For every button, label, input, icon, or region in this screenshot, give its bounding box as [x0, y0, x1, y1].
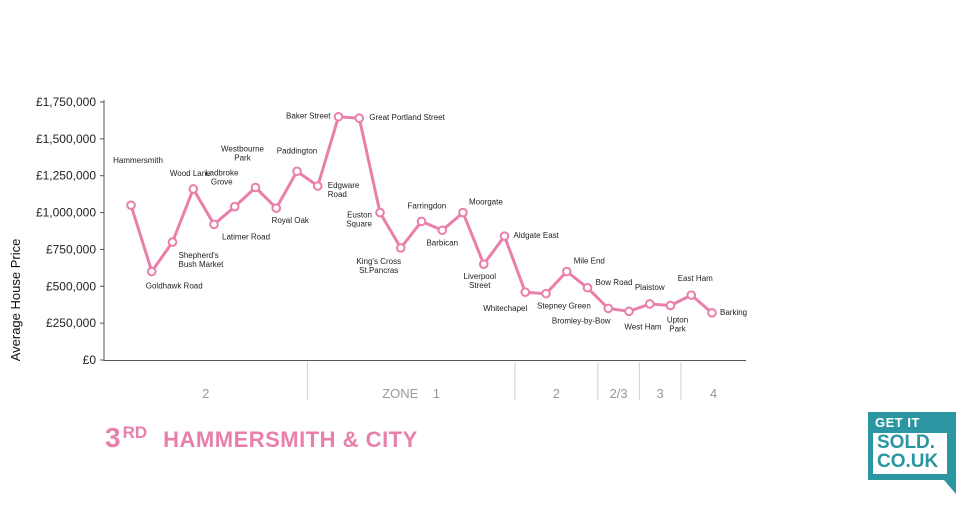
station-point — [312, 181, 323, 191]
zone-label: 2/3 — [610, 386, 628, 401]
y-tick-label: £750,000 — [46, 242, 96, 256]
chart-heading: 3RD HAMMERSMITH & CITY — [105, 422, 418, 454]
logo-line-2: CO.UK — [877, 451, 939, 472]
zone-label: 4 — [710, 386, 717, 401]
station-point — [416, 216, 427, 227]
chart-title: HAMMERSMITH & CITY — [163, 427, 418, 452]
station-label: Shepherd's Bush Market — [179, 251, 225, 269]
station-point — [209, 219, 219, 230]
station-point — [561, 266, 572, 277]
y-tick-label: £1,250,000 — [36, 169, 96, 183]
logo-line-1: SOLD. — [877, 432, 936, 453]
station-label: Bow Road — [596, 278, 633, 287]
station-point — [665, 300, 676, 311]
station-point — [292, 166, 302, 177]
station-point — [167, 237, 178, 247]
station-label: Edgware Road — [328, 181, 360, 199]
station-point — [520, 287, 531, 297]
station-point — [375, 207, 385, 218]
station-point — [188, 184, 199, 194]
station-point — [229, 201, 240, 212]
station-point — [478, 259, 489, 269]
station-point — [603, 303, 614, 314]
station-label: Aldgate East — [514, 231, 560, 240]
y-tick-label: £1,750,000 — [36, 95, 96, 109]
station-point — [333, 111, 344, 122]
station-label: Whitechapel — [483, 304, 527, 313]
rank-suffix: RD — [122, 423, 148, 442]
y-axis-ticks: £0 £250,000 £500,000 £750,000 £1,000,000 £1,2… — [36, 95, 104, 367]
station-label: Latimer Road — [222, 232, 270, 241]
y-tick-label: £1,500,000 — [36, 132, 96, 146]
station-point — [624, 306, 634, 317]
zone-label: 2 — [202, 386, 209, 401]
station-label: Royal Oak — [272, 216, 310, 225]
station-label: Upton Park — [667, 315, 688, 333]
y-tick-label: £500,000 — [46, 279, 96, 293]
station-label: West Ham — [624, 322, 662, 331]
station-point — [707, 308, 717, 318]
station-point — [541, 288, 551, 299]
station-point — [146, 266, 157, 277]
station-point — [437, 225, 448, 236]
zone-label: ZONE 1 — [382, 386, 440, 401]
station-label: Paddington — [277, 146, 317, 155]
station-point — [644, 299, 655, 309]
station-markers — [126, 111, 717, 318]
station-label: Euston Square — [346, 211, 372, 229]
station-label: Baker Street — [286, 112, 331, 121]
rank-number: 3 — [105, 422, 122, 453]
station-label: Wood Lane — [170, 169, 211, 178]
station-label: Plaistow — [635, 283, 665, 292]
getitsold-logo: GET IT SOLD. CO.UK — [868, 412, 956, 480]
station-label: Westbourne Park — [221, 145, 265, 163]
station-label: Bromley-by-Bow — [552, 316, 611, 325]
y-tick-label: £0 — [83, 353, 97, 367]
station-point — [395, 243, 406, 253]
station-label: Liverpool Street — [464, 272, 497, 290]
station-label: East Ham — [678, 274, 713, 283]
y-tick-label: £1,000,000 — [36, 206, 96, 220]
y-axis-label: Average House Price — [8, 239, 23, 362]
station-label: Hammersmith — [113, 156, 163, 165]
logo-tagline: GET IT — [875, 415, 920, 430]
station-point — [271, 203, 282, 213]
station-point — [499, 231, 510, 241]
station-label: Farringdon — [408, 201, 447, 210]
station-point — [582, 282, 593, 293]
station-point — [458, 207, 468, 218]
station-label: Moorgate — [469, 198, 503, 207]
station-label: Mile End — [574, 257, 605, 266]
station-labels: Hammersmith Goldhawk Road Shepherd's Bush M… — [113, 112, 747, 334]
zone-bands: 2 ZONE 1 2 2/3 3 4 — [202, 362, 717, 401]
station-label: Goldhawk Road — [146, 282, 203, 291]
station-label: Stepney Green — [537, 302, 591, 311]
logo-box: SOLD. CO.UK — [873, 433, 947, 474]
chart-axes — [103, 100, 746, 361]
station-label: Ladbroke Grove — [205, 169, 239, 187]
station-label: Barking — [720, 308, 747, 317]
station-point — [354, 113, 365, 124]
station-label: Great Portland Street — [369, 113, 445, 122]
station-label: Barbican — [426, 238, 458, 247]
zone-label: 2 — [553, 386, 560, 401]
y-tick-label: £250,000 — [46, 316, 96, 330]
zone-label: 3 — [657, 386, 664, 401]
station-point — [250, 182, 261, 193]
station-label: King's Cross St.Pancras — [356, 257, 401, 275]
station-point — [126, 200, 136, 210]
station-point — [686, 290, 697, 300]
logo-tail — [944, 480, 956, 494]
